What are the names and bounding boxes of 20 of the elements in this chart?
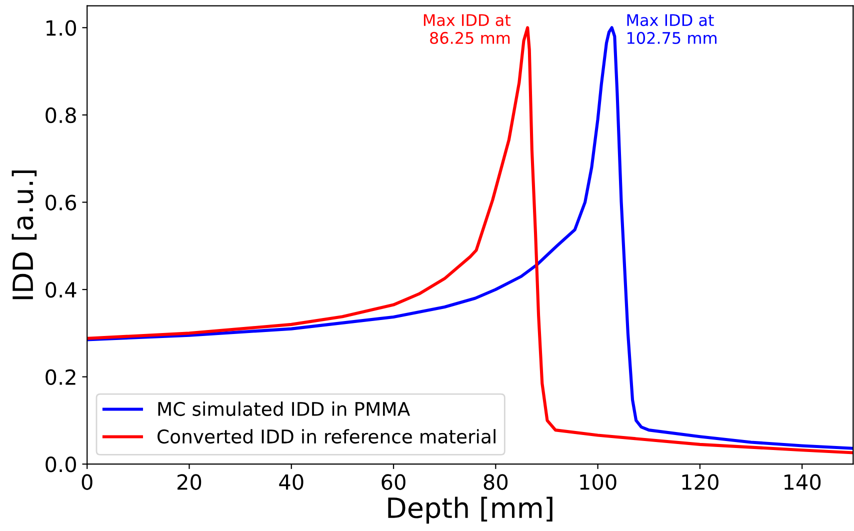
x-tick-label: 40	[279, 474, 304, 490]
x-axis-title: Depth [mm]	[388, 496, 552, 524]
y-tick-label: 0.4	[46, 282, 76, 298]
x-tick-label: 80	[484, 474, 508, 490]
x-tick-label: 100	[580, 474, 616, 490]
y-axis-title: IDD [a.u.]	[12, 170, 37, 300]
x-tick-label: 0	[82, 474, 92, 490]
x-tick-label: 60	[382, 474, 406, 490]
x-tick-label: 120	[682, 474, 718, 490]
y-tick-label: 0.8	[46, 107, 76, 124]
y-tick-label: 1.0	[46, 20, 76, 36]
y-tick-label: 0.0	[46, 456, 76, 472]
x-tick-label: 140	[784, 474, 821, 490]
annotation: Max IDD at 86.25 mm	[424, 14, 511, 44]
y-tick-label: 0.6	[46, 194, 76, 210]
annotation: Max IDD at 102.75 mm	[627, 14, 716, 44]
legend-label: Converted IDD in reference material	[158, 429, 496, 444]
y-tick-label: 0.2	[46, 369, 76, 386]
legend-label: MC simulated IDD in PMMA	[158, 402, 410, 416]
x-tick-label: 20	[178, 474, 202, 490]
